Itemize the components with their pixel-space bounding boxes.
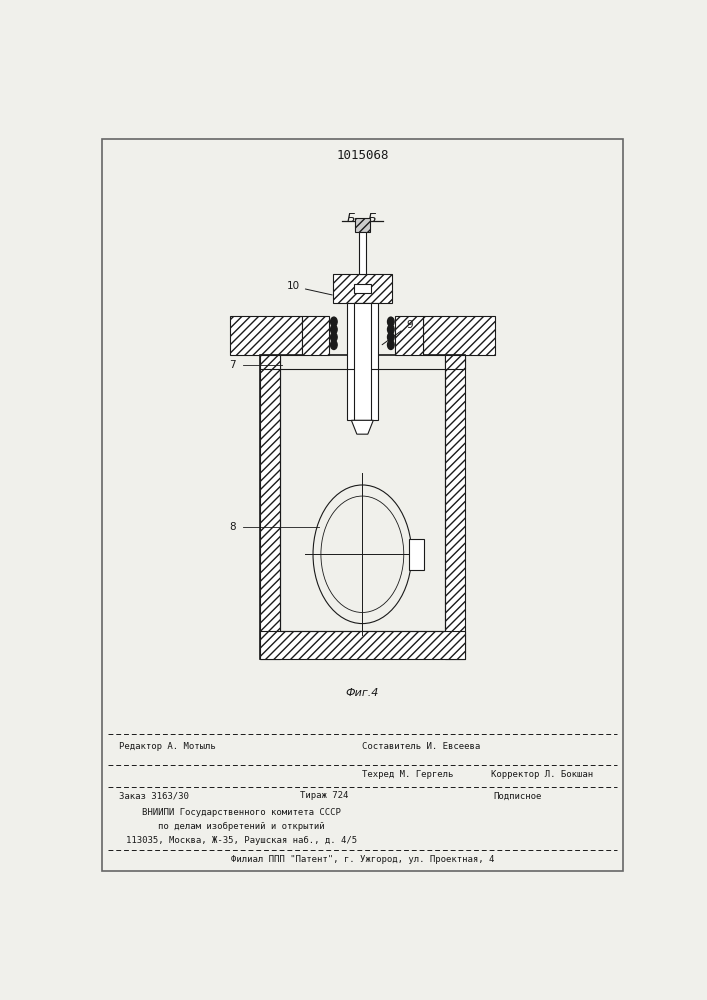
Text: Тираж 724: Тираж 724 (300, 791, 348, 800)
Bar (230, 316, 302, 355)
Circle shape (331, 325, 337, 334)
Text: Заказ 3163/30: Заказ 3163/30 (119, 791, 188, 800)
Text: Подписное: Подписное (494, 791, 542, 800)
Circle shape (331, 340, 337, 349)
Bar (395, 316, 423, 355)
Bar (260, 631, 464, 659)
Polygon shape (351, 420, 373, 434)
Bar (260, 355, 464, 659)
Circle shape (387, 325, 394, 334)
Bar (333, 274, 392, 303)
Text: по делам изобретений и открытий: по делам изобретений и открытий (158, 822, 325, 831)
Circle shape (387, 333, 394, 342)
Circle shape (387, 317, 394, 326)
Bar (279, 369, 445, 631)
Text: Составитель И. Евсеева: Составитель И. Евсеева (363, 742, 481, 751)
Bar (445, 355, 464, 659)
Circle shape (331, 333, 337, 342)
Bar (445, 355, 464, 369)
Bar (409, 539, 424, 570)
Text: Редактор А. Мотыль: Редактор А. Мотыль (119, 742, 215, 751)
Bar (260, 355, 279, 369)
Text: ВНИИПИ Государственного комитета СССР: ВНИИПИ Государственного комитета СССР (142, 808, 341, 817)
Text: Фиг.4: Фиг.4 (346, 688, 379, 698)
Bar (358, 232, 366, 274)
Text: 1015068: 1015068 (336, 149, 389, 162)
Bar (347, 303, 378, 420)
Text: 10: 10 (287, 281, 332, 295)
Bar (260, 355, 279, 659)
Text: Корректор Л. Бокшан: Корректор Л. Бокшан (491, 770, 593, 779)
Bar (423, 316, 495, 355)
Text: Филиал ППП "Патент", г. Ужгород, ул. Проектная, 4: Филиал ППП "Патент", г. Ужгород, ул. Про… (230, 855, 494, 864)
Text: 113035, Москва, Ж-35, Раушская наб., д. 4/5: 113035, Москва, Ж-35, Раушская наб., д. … (127, 836, 357, 845)
Bar (354, 303, 371, 420)
Bar (354, 284, 370, 293)
Text: Б - Б: Б - Б (347, 212, 378, 225)
Circle shape (331, 317, 337, 326)
Bar (302, 316, 329, 355)
Text: 9: 9 (382, 320, 413, 345)
Text: 8: 8 (229, 522, 235, 532)
Text: 7: 7 (229, 360, 235, 370)
Circle shape (387, 340, 394, 349)
Bar (355, 218, 370, 232)
Text: Техред М. Гергель: Техред М. Гергель (363, 770, 454, 779)
